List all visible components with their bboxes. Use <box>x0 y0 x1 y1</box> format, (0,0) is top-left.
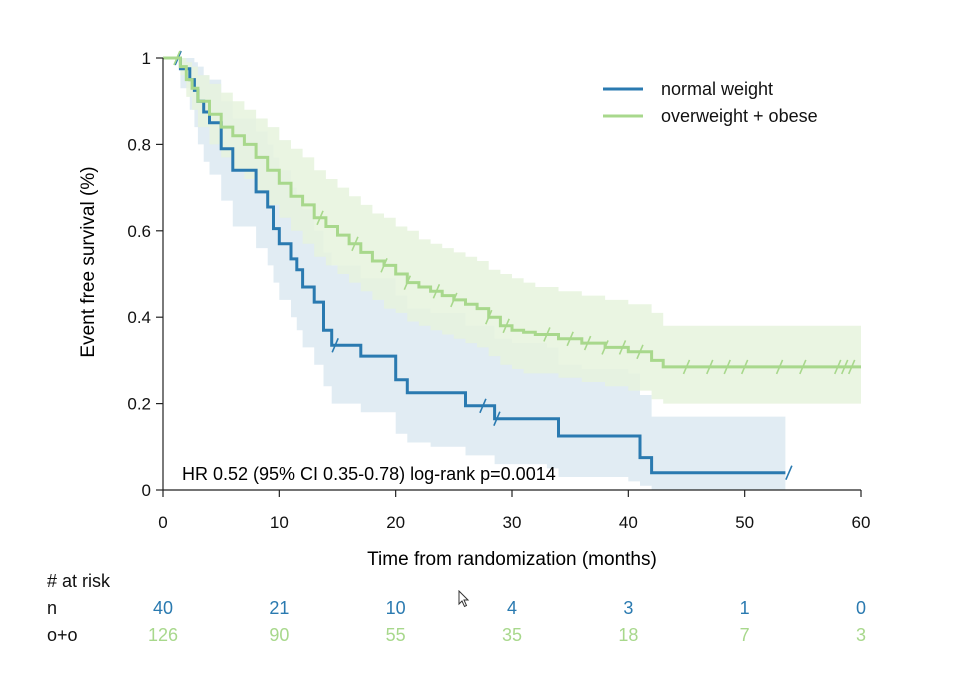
legend: normal weight overweight + obese <box>603 79 818 126</box>
at-risk-count: 3 <box>856 625 866 645</box>
at-risk-header: # at risk <box>47 571 111 591</box>
censor-mark-overweight-obese <box>484 309 493 325</box>
censor-mark-overweight-obese <box>566 331 574 347</box>
at-risk-row-label: o+o <box>47 625 78 645</box>
at-risk-count: 21 <box>269 598 289 618</box>
censor-mark-overweight-obese <box>450 292 458 308</box>
at-risk-count: 1 <box>740 598 750 618</box>
y-tick-label: 1 <box>142 49 151 68</box>
x-tick-label: 10 <box>270 513 289 532</box>
x-tick-label: 20 <box>386 513 405 532</box>
censor-mark-normal-weight <box>785 465 793 481</box>
at-risk-count: 90 <box>269 625 289 645</box>
y-tick-label: 0.4 <box>127 308 151 327</box>
at-risk-count: 40 <box>153 598 173 618</box>
censor-mark-overweight-obese <box>583 335 592 351</box>
x-tick-label: 50 <box>735 513 754 532</box>
y-tick-label: 0.6 <box>127 222 151 241</box>
censor-mark-overweight-obese <box>799 359 807 375</box>
x-tick-label: 30 <box>503 513 522 532</box>
censor-mark-overweight-obese <box>618 340 627 355</box>
censor-mark-overweight-obese <box>380 258 388 273</box>
mouse-cursor-icon <box>458 590 470 608</box>
survival-curves <box>163 50 861 481</box>
censor-mark-overweight-obese <box>502 318 510 334</box>
censor-mark-overweight-obese <box>723 359 731 375</box>
censor-mark-overweight-obese <box>775 359 784 375</box>
x-tick-label: 0 <box>158 513 167 532</box>
at-risk-count: 18 <box>618 625 638 645</box>
censor-mark-overweight-obese <box>740 359 749 375</box>
legend-label: overweight + obese <box>661 106 818 126</box>
censor-mark-overweight-obese <box>601 340 609 355</box>
censor-mark-overweight-obese <box>636 344 644 360</box>
censor-mark-overweight-obese <box>316 210 324 226</box>
legend-label: normal weight <box>661 79 773 99</box>
hazard-ratio-annotation: HR 0.52 (95% CI 0.35-0.78) log-rank p=0.… <box>182 464 556 484</box>
at-risk-count: 0 <box>856 598 866 618</box>
censor-mark-overweight-obese <box>706 359 714 375</box>
ci-band-overweight-obese <box>163 58 861 404</box>
censor-mark-normal-weight <box>493 411 501 427</box>
x-tick-label: 40 <box>619 513 638 532</box>
censor-mark-overweight-obese <box>833 359 842 375</box>
censor-mark-overweight-obese <box>682 359 691 375</box>
confidence-bands <box>163 58 861 490</box>
at-risk-count: 4 <box>507 598 517 618</box>
at-risk-row-label: n <box>47 598 57 618</box>
at-risk-count: 10 <box>386 598 406 618</box>
censor-mark-overweight-obese <box>173 50 181 66</box>
censor-mark-overweight-obese <box>432 283 441 299</box>
survival-curve-normal-weight <box>163 56 786 475</box>
x-tick-label: 60 <box>852 513 871 532</box>
y-tick-label: 0.2 <box>127 395 151 414</box>
censor-mark-normal-weight <box>331 337 339 353</box>
at-risk-count: 3 <box>623 598 633 618</box>
censor-mark-overweight-obese <box>543 327 551 342</box>
at-risk-count: 35 <box>502 625 522 645</box>
x-axis-label: Time from randomization (months) <box>367 549 657 570</box>
at-risk-count: 126 <box>148 625 178 645</box>
censor-mark-overweight-obese <box>351 236 359 252</box>
y-tick-label: 0 <box>142 481 151 500</box>
axes: 00.20.40.60.810 10 20 30 40 50 60 <box>127 49 870 532</box>
censor-mark-overweight-obese <box>840 359 849 375</box>
at-risk-count: 7 <box>740 625 750 645</box>
y-axis-label: Event free survival (%) <box>78 166 99 357</box>
censor-mark-normal-weight <box>479 398 487 414</box>
y-tick-label: 0.8 <box>127 135 151 154</box>
censor-mark-overweight-obese <box>403 275 412 290</box>
at-risk-count: 55 <box>386 625 406 645</box>
censor-mark-overweight-obese <box>847 359 856 375</box>
